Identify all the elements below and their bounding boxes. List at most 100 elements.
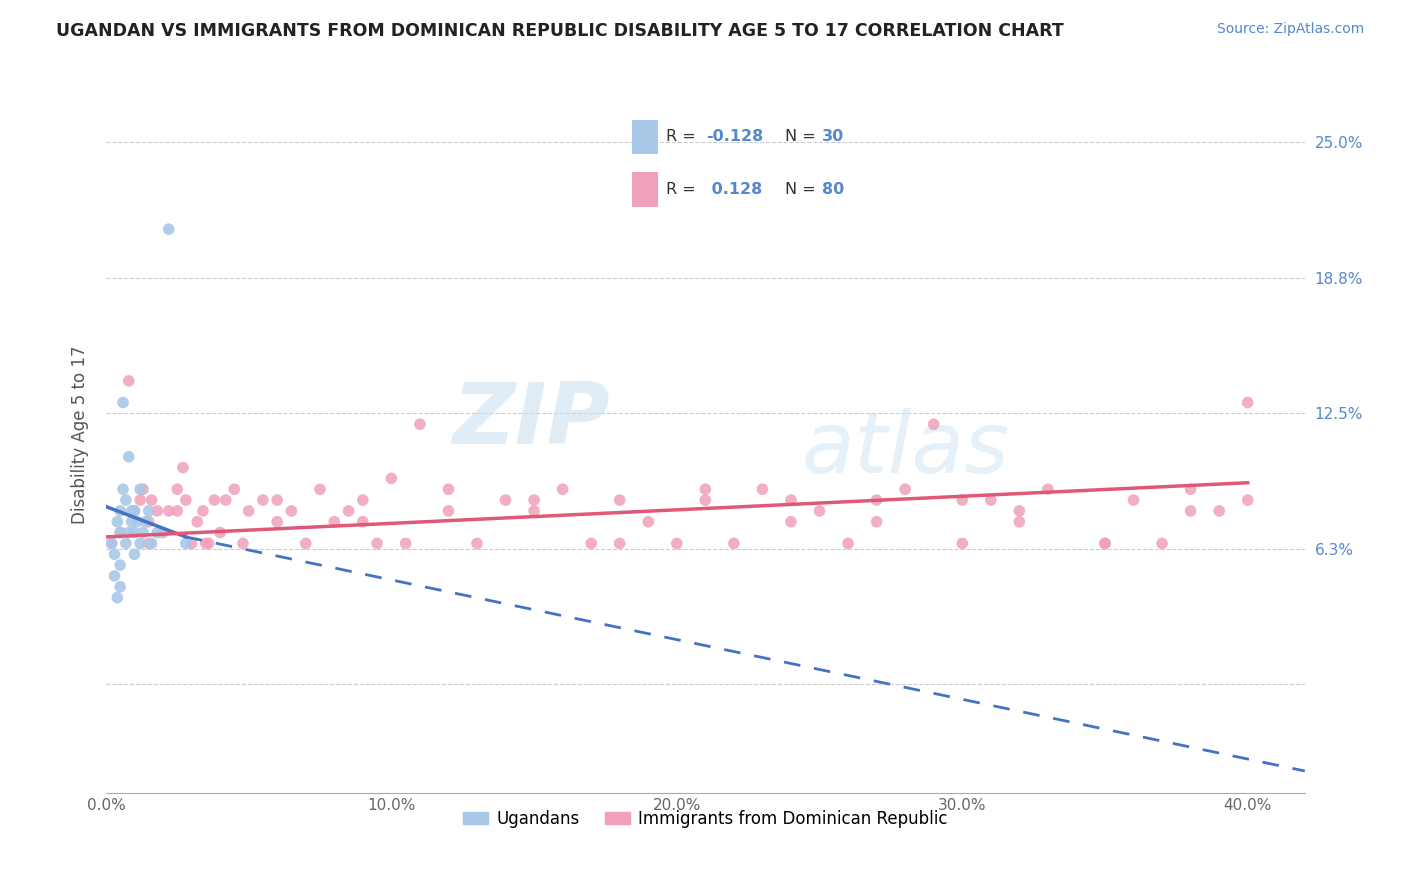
Point (115, 536, 138, 550)
Point (129, 493, 152, 508)
Point (105, 515, 128, 529)
Point (1094, 536, 1116, 550)
Point (1180, 504, 1202, 518)
Point (118, 525, 141, 540)
Point (118, 450, 141, 464)
Point (323, 515, 346, 529)
Point (523, 493, 546, 508)
Text: ZIP: ZIP (451, 379, 609, 462)
Point (108, 525, 131, 540)
Point (135, 515, 157, 529)
Point (609, 536, 631, 550)
Point (108, 558, 131, 573)
Point (174, 493, 197, 508)
Point (366, 536, 388, 550)
Point (121, 504, 143, 518)
Point (186, 515, 208, 529)
Point (108, 504, 131, 518)
Point (108, 525, 131, 540)
Point (609, 493, 631, 508)
Point (980, 493, 1002, 508)
Point (103, 569, 125, 583)
Point (141, 536, 163, 550)
Point (124, 525, 146, 540)
Point (808, 504, 831, 518)
Point (146, 525, 169, 540)
Point (437, 504, 460, 518)
Point (191, 504, 214, 518)
Point (352, 515, 374, 529)
Point (1036, 482, 1059, 496)
Point (380, 471, 402, 485)
Point (152, 525, 174, 540)
Point (157, 222, 180, 236)
Point (695, 482, 717, 496)
Point (138, 536, 160, 550)
Point (129, 482, 152, 496)
Point (132, 482, 155, 496)
Point (837, 536, 859, 550)
Point (266, 493, 288, 508)
Point (121, 515, 143, 529)
Point (215, 493, 238, 508)
Point (352, 493, 374, 508)
Point (132, 525, 155, 540)
Point (950, 536, 973, 550)
Point (1152, 536, 1174, 550)
Point (309, 482, 332, 496)
Point (224, 482, 246, 496)
Point (780, 493, 803, 508)
Point (751, 482, 773, 496)
Point (437, 482, 460, 496)
Point (166, 504, 188, 518)
Point (695, 493, 717, 508)
Point (409, 417, 432, 432)
Point (100, 536, 122, 550)
Point (141, 493, 163, 508)
Point (551, 482, 574, 496)
Point (105, 591, 128, 605)
Point (124, 504, 146, 518)
Point (266, 515, 288, 529)
Point (127, 515, 149, 529)
Point (202, 493, 225, 508)
Point (124, 547, 146, 561)
Point (174, 536, 197, 550)
Point (124, 504, 146, 518)
Point (197, 536, 219, 550)
Point (723, 536, 745, 550)
Point (138, 515, 160, 529)
Point (129, 536, 152, 550)
Point (157, 504, 180, 518)
Point (138, 504, 160, 518)
Point (118, 374, 141, 388)
Point (1208, 504, 1230, 518)
Text: UGANDAN VS IMMIGRANTS FROM DOMINICAN REPUBLIC DISABILITY AGE 5 TO 17 CORRELATION: UGANDAN VS IMMIGRANTS FROM DOMINICAN REP… (56, 22, 1064, 40)
Point (194, 536, 217, 550)
Point (1008, 504, 1031, 518)
Point (1236, 493, 1258, 508)
Point (780, 515, 803, 529)
Point (112, 395, 135, 409)
Point (280, 504, 302, 518)
Point (180, 536, 202, 550)
Point (252, 493, 274, 508)
Point (294, 536, 316, 550)
Point (465, 536, 488, 550)
Point (523, 504, 546, 518)
Y-axis label: Disability Age 5 to 17: Disability Age 5 to 17 (72, 346, 89, 524)
Point (894, 482, 917, 496)
Point (172, 460, 194, 475)
Point (865, 515, 887, 529)
Point (495, 493, 517, 508)
Point (637, 515, 659, 529)
Legend: Ugandans, Immigrants from Dominican Republic: Ugandans, Immigrants from Dominican Repu… (457, 803, 955, 834)
Point (1180, 482, 1202, 496)
Point (337, 504, 360, 518)
Point (103, 547, 125, 561)
Text: Source: ZipAtlas.com: Source: ZipAtlas.com (1216, 22, 1364, 37)
Point (665, 536, 688, 550)
Text: atlas: atlas (801, 408, 1010, 491)
Point (579, 536, 602, 550)
Point (146, 504, 169, 518)
